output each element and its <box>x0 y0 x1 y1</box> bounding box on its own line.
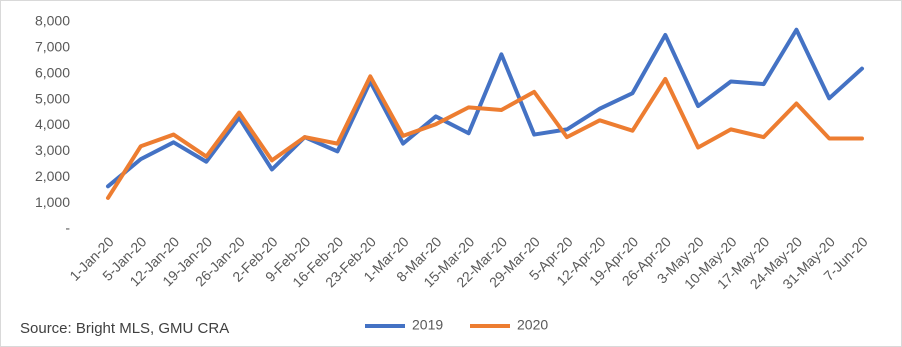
legend-label: 2020 <box>517 317 548 333</box>
y-tick-label: 3,000 <box>35 142 70 158</box>
source-note: Source: Bright MLS, GMU CRA <box>20 320 229 337</box>
y-tick-label: 2,000 <box>35 168 70 184</box>
y-tick-label: - <box>65 220 70 236</box>
y-tick-label: 6,000 <box>35 64 70 80</box>
y-tick-label: 8,000 <box>35 13 70 29</box>
y-tick-label: 4,000 <box>35 116 70 132</box>
y-tick-label: 5,000 <box>35 90 70 106</box>
series-line <box>106 27 864 189</box>
legend-label: 2019 <box>412 317 443 333</box>
y-tick-label: 7,000 <box>35 39 70 55</box>
series-line <box>106 74 864 200</box>
y-tick-label: 1,000 <box>35 194 70 210</box>
